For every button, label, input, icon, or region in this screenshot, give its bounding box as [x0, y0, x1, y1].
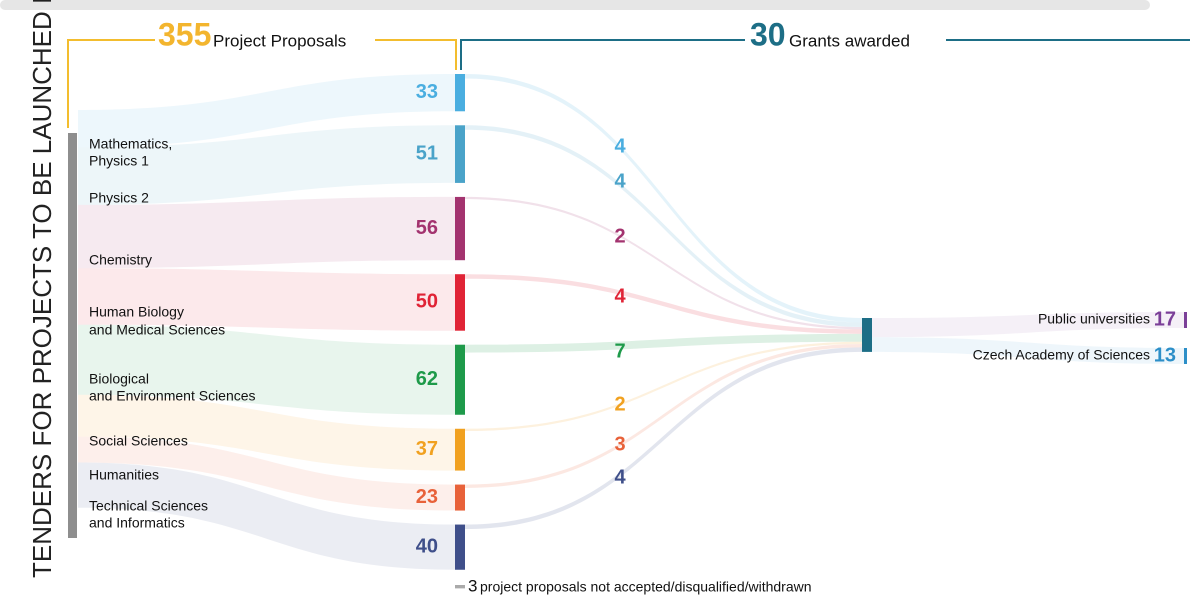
grant-value: 3 — [614, 433, 625, 455]
category-label: Humanities — [89, 467, 159, 483]
proposals-bracket — [67, 39, 155, 128]
side-title-text: TENDERS FOR PROJECTS TO BE LAUNCHED IN — [27, 0, 57, 578]
category-label: Mathematics, — [89, 136, 172, 152]
proposal-flow — [78, 462, 455, 570]
proposal-flow — [78, 196, 455, 269]
rejected-label: project proposals not accepted/disqualif… — [480, 579, 812, 595]
grants-label: Grants awarded — [789, 31, 910, 50]
side-title: TENDERS FOR PROJECTS TO BE LAUNCHED IN20… — [26, 0, 59, 578]
grant-value: 4 — [614, 285, 626, 307]
proposals-total: 355 — [158, 16, 211, 52]
grant-flow — [465, 333, 862, 353]
proposal-flow — [78, 436, 455, 511]
grant-flow — [465, 343, 862, 488]
proposal-bar — [455, 428, 465, 471]
proposal-value: 40 — [416, 535, 438, 557]
recipient-bar — [1184, 348, 1187, 364]
proposal-value: 23 — [416, 486, 438, 508]
top-band — [0, 0, 1150, 10]
recipient-name: Czech Academy of Sciences — [973, 347, 1150, 363]
proposal-bar — [455, 484, 465, 511]
grant-flow — [465, 125, 862, 328]
proposal-value: 62 — [416, 368, 438, 390]
category-label: Physics 1 — [89, 153, 149, 169]
proposal-value: 37 — [416, 438, 438, 460]
proposal-value: 51 — [416, 142, 438, 164]
category-label: Human Biology — [89, 304, 184, 320]
category-label: Social Sciences — [89, 433, 188, 449]
recipient-name: Public universities — [1038, 311, 1150, 327]
grant-value: 2 — [614, 393, 625, 415]
proposal-flow — [78, 125, 455, 205]
recipient-value: 17 — [1154, 308, 1176, 330]
grant-flow — [465, 196, 862, 330]
category-label: Technical Sciences — [89, 498, 208, 514]
category-label: and Informatics — [89, 515, 185, 531]
proposals-bracket — [375, 39, 457, 70]
category-label: Physics 2 — [89, 190, 149, 206]
grant-value: 4 — [614, 170, 626, 192]
category-label: Biological — [89, 371, 149, 387]
category-label: and Environment Sciences — [89, 388, 256, 404]
recipient-bar — [1184, 312, 1187, 328]
category-label: Chemistry — [89, 252, 152, 268]
grants-total: 30 — [750, 16, 786, 52]
proposals-label: Project Proposals — [213, 31, 346, 50]
grant-flow — [465, 274, 862, 334]
grant-value: 2 — [614, 225, 625, 247]
proposal-bar — [455, 74, 465, 112]
proposal-flow — [78, 74, 455, 148]
proposal-value: 56 — [416, 217, 438, 239]
proposal-value: 50 — [416, 291, 438, 313]
grant-value: 4 — [614, 135, 626, 157]
proposal-value: 33 — [416, 81, 438, 103]
proposal-flow — [78, 394, 455, 471]
category-label: and Medical Sciences — [89, 322, 225, 338]
proposal-bar — [455, 524, 465, 570]
grant-flow — [465, 341, 862, 432]
grant-flow — [465, 347, 862, 530]
proposal-flow — [78, 324, 455, 415]
recipient-value: 13 — [1154, 344, 1176, 366]
category-bracket — [68, 133, 77, 538]
proposal-flow — [78, 268, 455, 331]
rejected-value: 3 — [468, 576, 477, 595]
proposal-bar — [455, 344, 465, 415]
proposal-bar — [455, 274, 465, 331]
grant-value: 4 — [614, 466, 626, 488]
proposal-bar — [455, 196, 465, 261]
rejected-bar — [455, 585, 465, 589]
hub-bar — [862, 318, 872, 352]
grant-value: 7 — [614, 340, 625, 362]
recipient-flow — [872, 312, 1186, 338]
proposal-bar — [455, 125, 465, 183]
recipient-flow — [872, 337, 1186, 364]
grant-flow — [465, 74, 862, 323]
grants-bracket — [460, 39, 745, 70]
